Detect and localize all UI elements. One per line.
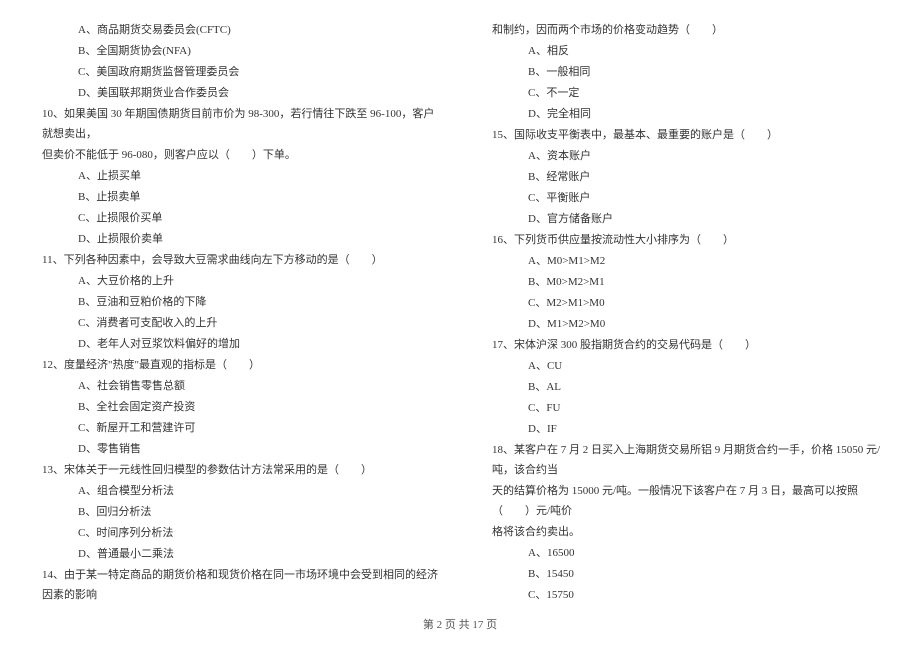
q12-option-a: A、社会销售零售总额 [30,376,440,396]
q9-option-b: B、全国期货协会(NFA) [30,41,440,61]
q17-option-b: B、AL [480,377,890,397]
q16-option-a: A、M0>M1>M2 [480,251,890,271]
q16-option-b: B、M0>M2>M1 [480,272,890,292]
q9-option-c: C、美国政府期货监督管理委员会 [30,62,440,82]
q18-line1: 18、某客户在 7 月 2 日买入上海期货交易所铝 9 月期货合约一手，价格 1… [480,440,890,480]
q12-text: 12、度量经济"热度"最直观的指标是（ ） [30,355,440,375]
q18-option-a: A、16500 [480,543,890,563]
q13-option-c: C、时间序列分析法 [30,523,440,543]
q14-option-b: B、一般相同 [480,62,890,82]
q14-option-a: A、相反 [480,41,890,61]
q11-text: 11、下列各种因素中，会导致大豆需求曲线向左下方移动的是（ ） [30,250,440,270]
q10-option-d: D、止损限价卖单 [30,229,440,249]
q10-line1: 10、如果美国 30 年期国债期货目前市价为 98-300，若行情往下跌至 96… [30,104,440,144]
page-footer: 第 2 页 共 17 页 [0,616,920,632]
q15-option-d: D、官方储备账户 [480,209,890,229]
q17-option-c: C、FU [480,398,890,418]
q10-line2: 但卖价不能低于 96-080，则客户应以（ ）下单。 [30,145,440,165]
q14-cont: 和制约，因而两个市场的价格变动趋势（ ） [480,20,890,40]
q9-option-d: D、美国联邦期货业合作委员会 [30,83,440,103]
q10-option-a: A、止损买单 [30,166,440,186]
q15-option-b: B、经常账户 [480,167,890,187]
q12-option-d: D、零售销售 [30,439,440,459]
q13-option-a: A、组合模型分析法 [30,481,440,501]
q16-option-d: D、M1>M2>M0 [480,314,890,334]
q18-option-c: C、15750 [480,585,890,605]
q11-option-a: A、大豆价格的上升 [30,271,440,291]
q10-option-b: B、止损卖单 [30,187,440,207]
q13-text: 13、宋体关于一元线性回归模型的参数估计方法常采用的是（ ） [30,460,440,480]
q17-option-d: D、IF [480,419,890,439]
q14-option-c: C、不一定 [480,83,890,103]
q11-option-c: C、消费者可支配收入的上升 [30,313,440,333]
q15-option-c: C、平衡账户 [480,188,890,208]
q17-text: 17、宋体沪深 300 股指期货合约的交易代码是（ ） [480,335,890,355]
q10-option-c: C、止损限价买单 [30,208,440,228]
q15-option-a: A、资本账户 [480,146,890,166]
q11-option-b: B、豆油和豆粕价格的下降 [30,292,440,312]
q14-text: 14、由于某一特定商品的期货价格和现货价格在同一市场环境中会受到相同的经济因素的… [30,565,440,605]
right-column: 和制约，因而两个市场的价格变动趋势（ ） A、相反 B、一般相同 C、不一定 D… [480,20,890,606]
q9-option-a: A、商品期货交易委员会(CFTC) [30,20,440,40]
q12-option-c: C、新屋开工和营建许可 [30,418,440,438]
q18-option-b: B、15450 [480,564,890,584]
q14-option-d: D、完全相同 [480,104,890,124]
q13-option-d: D、普通最小二乘法 [30,544,440,564]
q13-option-b: B、回归分析法 [30,502,440,522]
q16-text: 16、下列货币供应量按流动性大小排序为（ ） [480,230,890,250]
q12-option-b: B、全社会固定资产投资 [30,397,440,417]
q15-text: 15、国际收支平衡表中，最基本、最重要的账户是（ ） [480,125,890,145]
q16-option-c: C、M2>M1>M0 [480,293,890,313]
left-column: A、商品期货交易委员会(CFTC) B、全国期货协会(NFA) C、美国政府期货… [30,20,440,606]
q11-option-d: D、老年人对豆浆饮料偏好的增加 [30,334,440,354]
q17-option-a: A、CU [480,356,890,376]
page-container: A、商品期货交易委员会(CFTC) B、全国期货协会(NFA) C、美国政府期货… [30,20,890,606]
q18-line2: 天的结算价格为 15000 元/吨。一般情况下该客户在 7 月 3 日，最高可以… [480,481,890,521]
q18-line3: 格将该合约卖出。 [480,522,890,542]
